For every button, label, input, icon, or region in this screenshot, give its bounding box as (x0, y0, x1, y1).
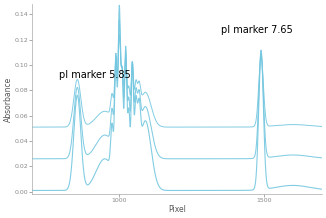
Y-axis label: Absorbance: Absorbance (4, 77, 13, 122)
X-axis label: Pixel: Pixel (168, 205, 186, 214)
Text: pI marker 7.65: pI marker 7.65 (221, 25, 292, 35)
Text: pI marker 5.85: pI marker 5.85 (58, 70, 130, 80)
